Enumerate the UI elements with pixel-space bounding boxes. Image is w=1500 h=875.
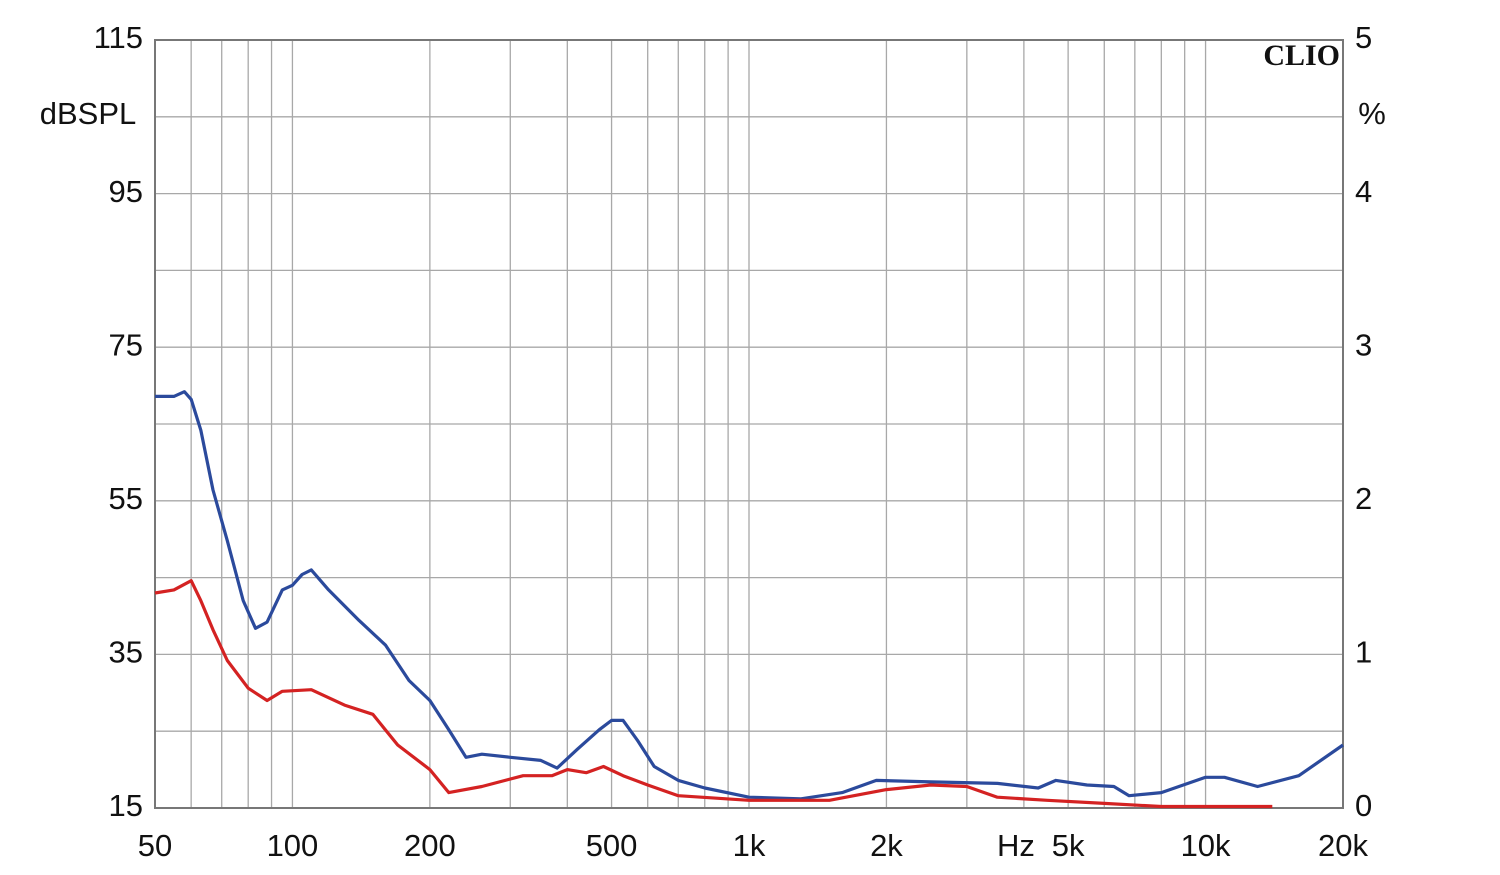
plot-frame	[154, 39, 1344, 809]
x-tick-label: 1k	[733, 828, 766, 863]
x-tick-label: 50	[138, 828, 172, 863]
y-tick-label: 55	[109, 481, 143, 516]
y2-tick-label: 4	[1355, 174, 1372, 209]
y-tick-label: 15	[109, 788, 143, 823]
y2-axis-label: %	[1358, 96, 1386, 131]
x-tick-label: 2k	[870, 828, 903, 863]
y2-tick-label: 1	[1355, 635, 1372, 670]
y-tick-label: 75	[109, 327, 143, 362]
y2-tick-label: 2	[1355, 481, 1372, 516]
y-tick-label: 35	[109, 635, 143, 670]
y2-tick-label: 3	[1355, 327, 1372, 362]
series-line	[154, 579, 1273, 809]
y-tick-label: 95	[109, 174, 143, 209]
x-tick-label: 20k	[1318, 828, 1368, 863]
x-axis-label: Hz	[997, 828, 1035, 863]
series-line	[155, 390, 1344, 801]
brand-label: CLIO	[1263, 39, 1340, 72]
y2-tick-label: 5	[1355, 20, 1372, 55]
x-tick-label: 200	[404, 828, 456, 863]
x-tick-label: 10k	[1181, 828, 1231, 863]
x-tick-label: 5k	[1052, 828, 1085, 863]
y-tick-label: 115	[94, 20, 143, 55]
y2-tick-label: 0	[1355, 788, 1372, 823]
y-axis-label: dBSPL	[40, 96, 137, 131]
x-tick-label: 100	[267, 828, 319, 863]
x-tick-label: 500	[586, 828, 638, 863]
